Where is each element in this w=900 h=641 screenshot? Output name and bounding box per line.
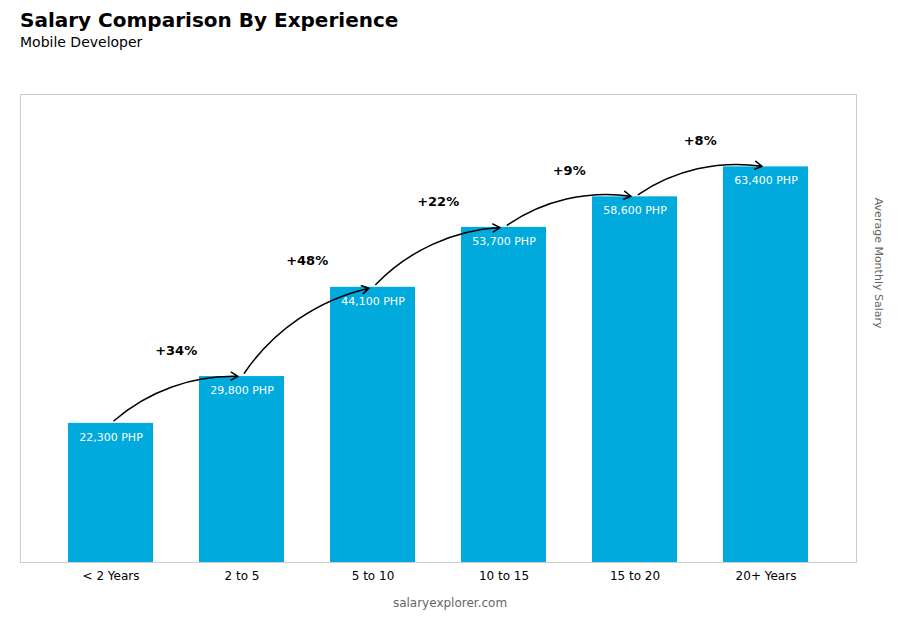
svg-text:20+ Years: 20+ Years [736,569,797,583]
svg-text:10 to 15: 10 to 15 [479,569,529,583]
svg-text:58,600 PHP: 58,600 PHP [603,204,667,217]
svg-text:Average Monthly Salary: Average Monthly Salary [872,198,885,329]
svg-text:+9%: +9% [553,163,586,178]
svg-text:44,100 PHP: 44,100 PHP [341,295,405,308]
html-text:Mobile Developer: Mobile Developer [20,34,143,50]
svg-text:+8%: +8% [684,133,717,148]
svg-text:53,700 PHP: 53,700 PHP [472,235,536,248]
html-text:Salary Comparison By Experienc: Salary Comparison By Experience [20,8,399,32]
html-text:salaryexplorer.com: salaryexplorer.com [392,596,508,610]
svg-text:29,800 PHP: 29,800 PHP [210,384,274,397]
svg-text:22,300 PHP: 22,300 PHP [79,431,143,444]
svg-text:+22%: +22% [417,194,459,209]
svg-text:< 2 Years: < 2 Years [83,569,140,583]
svg-text:+48%: +48% [286,253,328,268]
svg-text:63,400 PHP: 63,400 PHP [734,174,798,187]
svg-text:2 to 5: 2 to 5 [225,569,260,583]
svg-text:15 to 20: 15 to 20 [610,569,660,583]
svg-text:+34%: +34% [155,343,197,358]
svg-text:5 to 10: 5 to 10 [352,569,395,583]
